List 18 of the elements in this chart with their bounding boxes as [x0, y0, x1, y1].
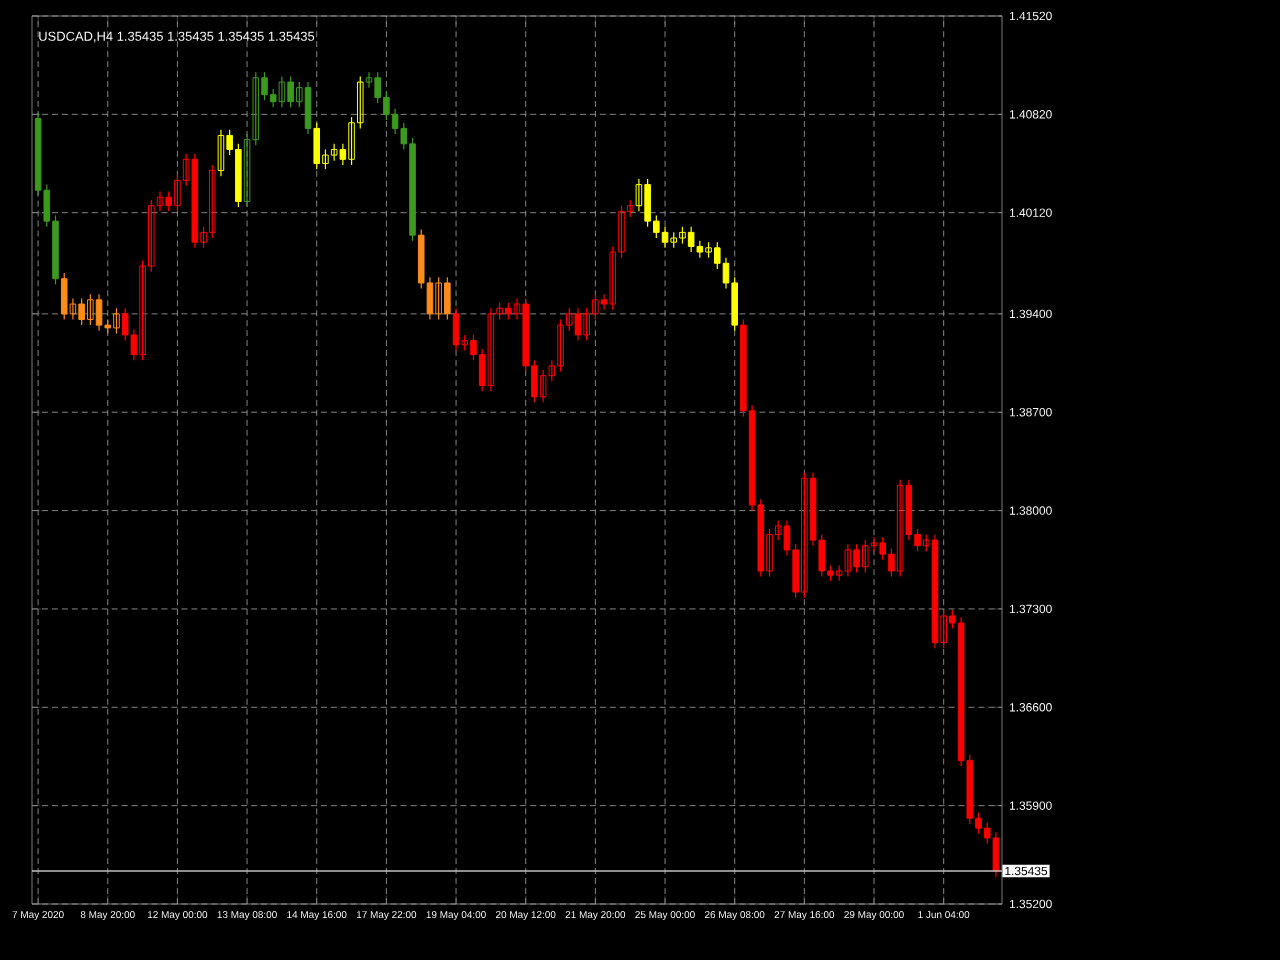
candlestick [687, 226, 695, 253]
candlestick [696, 240, 704, 259]
candlestick [992, 831, 1000, 878]
candlestick [661, 226, 669, 249]
candlestick [574, 307, 582, 342]
candlestick [844, 543, 852, 578]
candlestick [313, 122, 321, 170]
candlestick [539, 369, 547, 403]
candlestick [95, 293, 103, 332]
candlestick [330, 143, 338, 162]
candlestick [487, 307, 495, 392]
candlestick [60, 272, 68, 321]
candlestick [452, 307, 460, 351]
candlestick [278, 75, 286, 108]
candlestick [217, 129, 225, 177]
candlestick [896, 479, 904, 578]
candlestick [304, 81, 312, 135]
candlestick [208, 164, 216, 239]
